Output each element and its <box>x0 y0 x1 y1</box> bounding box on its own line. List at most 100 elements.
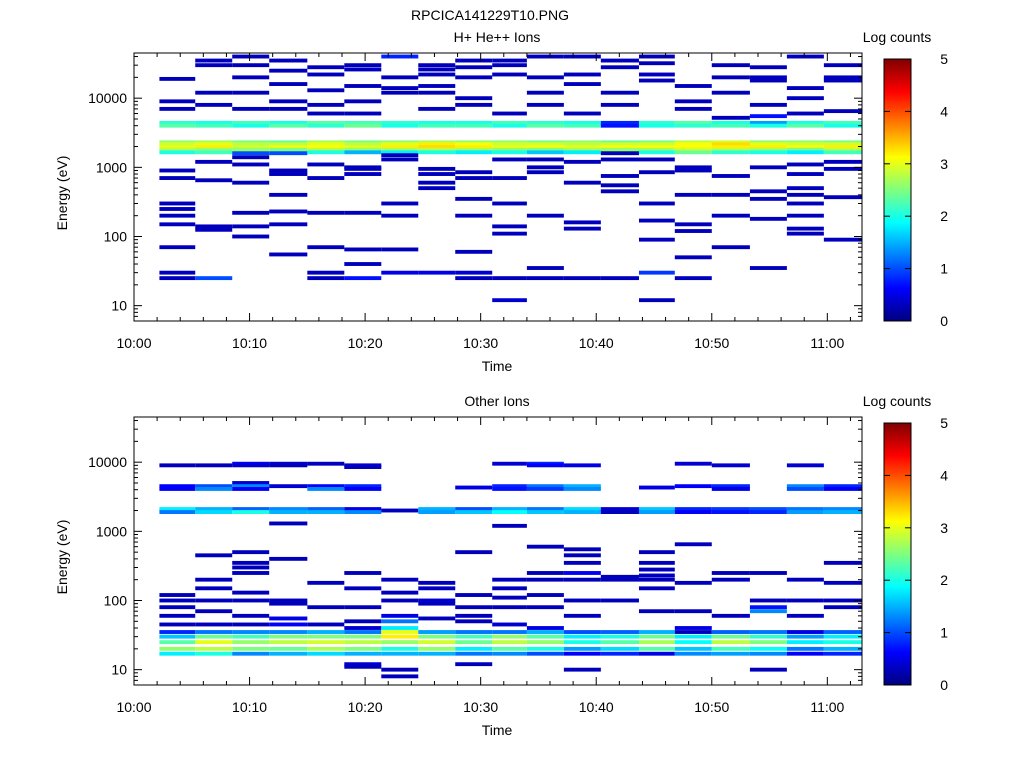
heatmap-cell <box>786 86 824 90</box>
heatmap-cell <box>492 646 527 651</box>
heatmap-cell <box>600 183 639 188</box>
x-tick-label: 10:30 <box>463 699 498 715</box>
heatmap-cell <box>381 646 419 651</box>
heatmap-cell <box>381 157 419 162</box>
y-tick-label: 10000 <box>88 454 127 470</box>
heatmap-cell <box>269 601 308 606</box>
heatmap-cell <box>344 142 382 147</box>
y-ticks: 10 100 1000 10000 <box>88 420 862 686</box>
colorbar-tick-label: 1 <box>940 261 948 277</box>
heatmap-cell <box>563 484 601 489</box>
heatmap-cell <box>455 140 493 145</box>
heatmap-cell <box>492 461 527 466</box>
heatmap-cell <box>159 593 196 597</box>
heatmap-cell <box>786 192 824 197</box>
heatmap-cell <box>492 120 527 125</box>
heatmap-cell <box>418 270 456 275</box>
heatmap-cell <box>269 99 308 104</box>
heatmap-cell <box>749 605 787 610</box>
heatmap-cell <box>563 553 601 558</box>
y-tick-label: 10 <box>111 298 127 314</box>
heatmap-cell <box>307 640 345 645</box>
heatmap-cell <box>823 120 862 125</box>
heatmap-cell <box>269 147 308 152</box>
colorbar-gradient <box>883 422 912 686</box>
x-tick-label: 10:20 <box>348 335 383 351</box>
heatmap-cell <box>232 162 270 167</box>
heatmap-cell <box>418 630 456 634</box>
heatmap-cell <box>418 166 456 171</box>
heatmap-cell <box>381 90 419 95</box>
heatmap-cell <box>823 159 862 164</box>
heatmap-cell <box>307 276 345 281</box>
heatmap-cell <box>638 586 675 591</box>
heatmap-cell <box>159 463 196 468</box>
heatmap-cell <box>638 140 675 145</box>
heatmap-cell <box>195 58 233 63</box>
heatmap-cell <box>269 120 308 125</box>
heatmap-cell <box>786 646 824 651</box>
heatmap-cell <box>786 162 824 167</box>
heatmap-cell <box>492 523 527 528</box>
heatmap-cell <box>563 487 601 491</box>
figure-title: RPCICA141229T10.PNG <box>411 7 569 23</box>
heatmap-cell <box>600 630 639 634</box>
heatmap-cell <box>307 65 345 70</box>
heatmap-cell <box>711 463 750 468</box>
heatmap-cell <box>786 507 824 511</box>
heatmap-cell <box>269 507 308 511</box>
heatmap-cell <box>600 58 639 63</box>
heatmap-cell <box>526 276 564 281</box>
heatmap-cell <box>638 560 675 565</box>
heatmap-cell <box>455 196 493 201</box>
heatmap-cell <box>232 565 270 570</box>
heatmap-cell <box>600 140 639 145</box>
heatmap-cell <box>455 176 493 180</box>
heatmap-cell <box>674 84 712 88</box>
heatmap-cell <box>563 147 601 152</box>
heatmap-cell <box>195 609 233 614</box>
heatmap-cell <box>381 577 419 582</box>
heatmap-cell <box>526 150 564 155</box>
heatmap-cell <box>195 142 233 147</box>
heatmap-cell <box>526 90 564 95</box>
heatmap-cell <box>492 147 527 152</box>
heatmap-cell <box>786 147 824 152</box>
heatmap-cell <box>711 646 750 651</box>
heatmap-cell <box>195 140 233 145</box>
heatmap-cell <box>638 170 675 175</box>
heatmap-cell <box>159 176 196 180</box>
heatmap-cell <box>711 63 750 68</box>
heatmap-cell <box>269 68 308 73</box>
x-tick-label: 10:10 <box>232 335 267 351</box>
heatmap-cell <box>563 180 601 185</box>
panel-title: Other Ions <box>464 393 529 409</box>
heatmap-cell <box>823 195 862 200</box>
heatmap-cell <box>563 507 601 511</box>
heatmap-cell <box>159 201 196 206</box>
heatmap-cell <box>381 142 419 147</box>
heatmap-cell <box>381 201 419 206</box>
heatmap-cell <box>600 120 639 125</box>
heatmap-cell <box>232 151 270 156</box>
heatmap-cell <box>600 598 639 603</box>
heatmap-cell <box>749 145 787 150</box>
heatmap-cell <box>492 150 527 155</box>
heatmap-cell <box>600 123 639 128</box>
heatmap-cell <box>195 463 233 468</box>
heatmap-cell <box>711 123 750 128</box>
heatmap-cell <box>455 213 493 218</box>
heatmap-cell <box>638 550 675 555</box>
heatmap-cell <box>418 90 456 95</box>
heatmap-cell <box>418 510 456 514</box>
heatmap-cell <box>269 168 308 173</box>
y-axis-label: Energy (eV) <box>54 520 70 595</box>
heatmap-cell <box>823 75 862 80</box>
heatmap-cell <box>674 651 712 656</box>
heatmap-cell <box>749 147 787 152</box>
heatmap-cell <box>307 630 345 634</box>
heatmap-cell <box>674 120 712 125</box>
heatmap-cell <box>823 598 862 603</box>
heatmap-cell <box>307 176 345 180</box>
